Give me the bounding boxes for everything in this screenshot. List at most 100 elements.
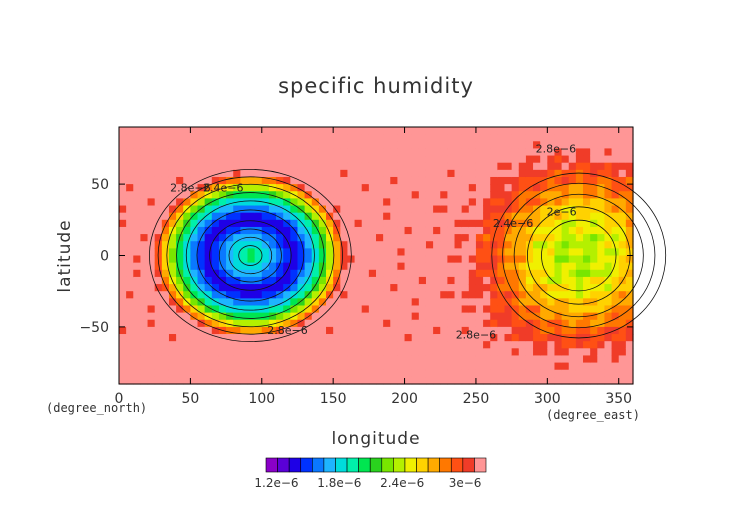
field-cell bbox=[511, 184, 520, 192]
field-cell bbox=[333, 134, 341, 142]
field-cell bbox=[119, 362, 127, 371]
field-cell bbox=[176, 276, 184, 285]
field-cell bbox=[540, 184, 548, 192]
field-cell bbox=[490, 176, 498, 185]
field-cell bbox=[276, 162, 284, 171]
field-cell bbox=[611, 141, 620, 150]
field-cell bbox=[326, 205, 334, 214]
field-cell bbox=[247, 355, 256, 364]
field-cell bbox=[583, 369, 591, 378]
field-cell bbox=[533, 376, 541, 385]
field-cell bbox=[511, 326, 520, 335]
field-cell bbox=[290, 234, 299, 242]
y-axis-label: latitude bbox=[55, 219, 75, 292]
field-cell bbox=[368, 284, 377, 292]
field-cell bbox=[126, 276, 134, 285]
field-cell bbox=[161, 312, 170, 321]
field-cell bbox=[297, 241, 306, 249]
field-cell bbox=[440, 219, 448, 228]
field-cell bbox=[611, 234, 620, 242]
field-cell bbox=[397, 341, 406, 349]
field-cell bbox=[161, 141, 170, 150]
field-cell bbox=[240, 127, 249, 135]
field-cell bbox=[190, 255, 199, 264]
field-cell bbox=[290, 355, 299, 364]
field-cell bbox=[197, 291, 206, 299]
field-cell bbox=[554, 127, 563, 135]
field-cell bbox=[390, 205, 399, 214]
field-cell bbox=[433, 141, 441, 150]
field-cell bbox=[176, 376, 184, 385]
field-cell bbox=[261, 269, 270, 278]
field-cell bbox=[525, 355, 534, 364]
field-cell bbox=[611, 219, 620, 228]
field-cell bbox=[497, 219, 506, 228]
field-cell bbox=[318, 248, 327, 257]
field-cell bbox=[490, 241, 498, 249]
field-cell bbox=[533, 141, 541, 150]
field-cell bbox=[197, 127, 206, 135]
field-cell bbox=[168, 362, 177, 371]
field-cell bbox=[440, 369, 448, 378]
field-cell bbox=[454, 234, 463, 242]
field-cell bbox=[554, 291, 563, 299]
field-cell bbox=[318, 155, 327, 164]
field-cell bbox=[518, 176, 527, 185]
field-cell bbox=[575, 284, 584, 292]
field-cell bbox=[233, 376, 241, 385]
field-cell bbox=[354, 234, 363, 242]
field-cell bbox=[347, 198, 356, 207]
field-cell bbox=[483, 276, 491, 285]
field-cell bbox=[368, 191, 377, 199]
field-cell bbox=[176, 191, 184, 199]
field-cell bbox=[376, 212, 384, 221]
field-cell bbox=[290, 169, 299, 178]
field-cell bbox=[540, 362, 548, 371]
field-cell bbox=[554, 312, 563, 321]
field-cell bbox=[154, 162, 163, 171]
field-cell bbox=[333, 312, 341, 321]
field-cell bbox=[268, 376, 277, 385]
field-cell bbox=[354, 319, 363, 328]
field-cell bbox=[518, 341, 527, 349]
field-cell bbox=[276, 291, 284, 299]
field-cell bbox=[583, 205, 591, 214]
field-cell bbox=[390, 169, 399, 178]
field-cell bbox=[333, 226, 341, 235]
field-cell bbox=[483, 169, 491, 178]
field-cell bbox=[140, 219, 149, 228]
field-cell bbox=[611, 362, 620, 371]
field-cell bbox=[383, 162, 391, 171]
field-cell bbox=[268, 298, 277, 307]
field-cell bbox=[190, 127, 199, 135]
field-cell bbox=[575, 255, 584, 264]
y-tick-label: −50 bbox=[79, 320, 109, 336]
field-cell bbox=[604, 155, 613, 164]
field-cell bbox=[518, 369, 527, 378]
field-cell bbox=[183, 155, 191, 164]
field-cell bbox=[197, 155, 206, 164]
field-cell bbox=[383, 191, 391, 199]
field-cell bbox=[161, 226, 170, 235]
field-cell bbox=[290, 148, 299, 157]
field-cell bbox=[397, 141, 406, 150]
field-cell bbox=[311, 169, 320, 178]
field-cell bbox=[561, 284, 570, 292]
field-cell bbox=[304, 298, 313, 307]
field-cell bbox=[447, 176, 456, 185]
field-cell bbox=[511, 205, 520, 214]
field-cell bbox=[268, 326, 277, 335]
field-cell bbox=[333, 319, 341, 328]
field-cell bbox=[161, 319, 170, 328]
field-cell bbox=[133, 191, 142, 199]
field-cell bbox=[226, 219, 234, 228]
field-cell bbox=[625, 276, 634, 285]
field-cell bbox=[168, 198, 177, 207]
field-cell bbox=[611, 276, 620, 285]
field-cell bbox=[504, 191, 513, 199]
field-cell bbox=[561, 134, 570, 142]
field-cell bbox=[347, 212, 356, 221]
field-cell bbox=[597, 162, 606, 171]
field-cell bbox=[311, 298, 320, 307]
field-cell bbox=[433, 219, 441, 228]
